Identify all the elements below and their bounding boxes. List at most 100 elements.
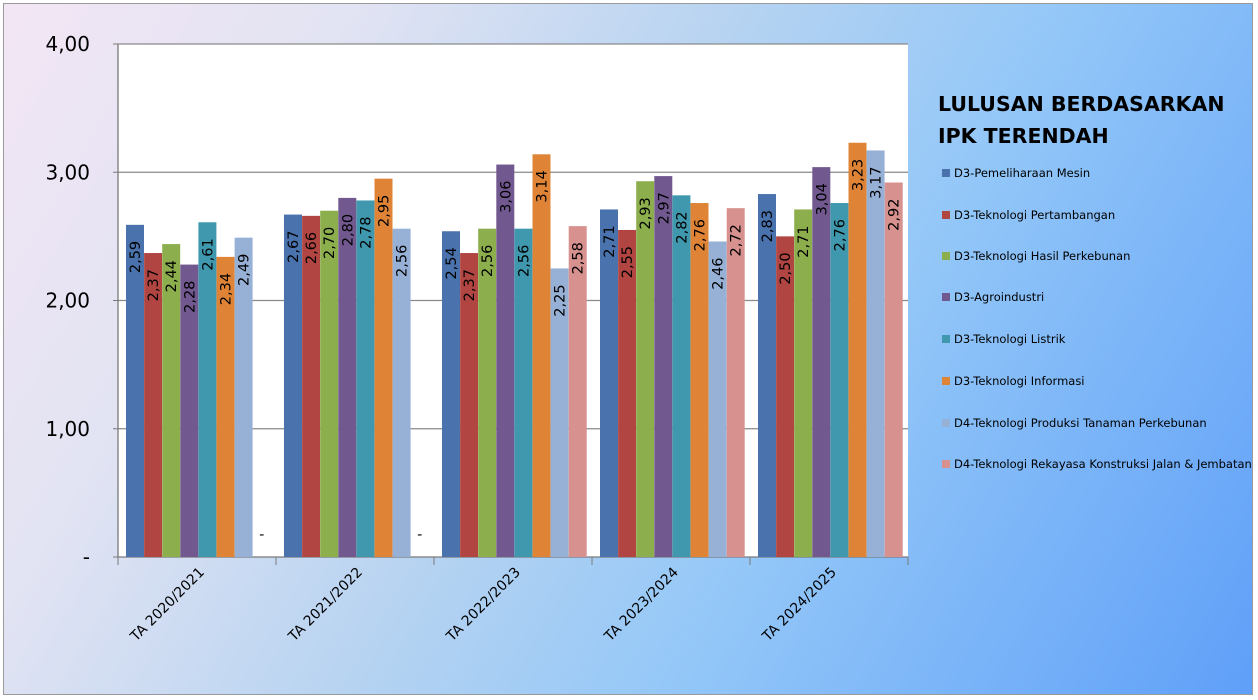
data-label: 2,58 [571, 242, 587, 274]
bar [618, 229, 637, 557]
data-label: 3,06 [498, 181, 514, 213]
bar [216, 256, 235, 557]
legend-item: D3-Agroindustri [942, 289, 1252, 305]
bar [478, 228, 497, 557]
bar [866, 150, 885, 557]
legend-item: D3-Teknologi Listrik [942, 331, 1252, 347]
legend-swatch [942, 419, 950, 427]
bar [198, 222, 217, 557]
x-tick-label: TA 2020/2021 [127, 565, 208, 646]
bar [496, 164, 515, 557]
chart-legend: LULUSAN BERDASARKAN IPK TERENDAH D3-Peme… [938, 88, 1258, 471]
legend-label: D3-Agroindustri [954, 290, 1045, 304]
y-tick-label: 2,00 [45, 289, 90, 313]
data-label: 2,70 [322, 227, 338, 259]
y-tick-label: - [83, 545, 90, 569]
legend-swatch [942, 169, 950, 177]
bar [690, 203, 709, 557]
data-label: 2,50 [778, 252, 794, 284]
bar [672, 195, 691, 557]
data-label: 2,97 [656, 192, 672, 224]
data-label: 2,54 [444, 247, 460, 279]
legend-swatch [942, 293, 950, 301]
data-label: 2,56 [516, 245, 532, 277]
bar [392, 228, 411, 557]
bar [180, 264, 199, 557]
data-label: 2,56 [395, 245, 411, 277]
bar [234, 237, 253, 557]
bar [600, 209, 618, 557]
data-label: 2,76 [693, 219, 709, 251]
data-label: 2,67 [286, 231, 302, 263]
data-label: 2,72 [729, 224, 745, 256]
bar [284, 214, 302, 557]
chart-frame: -1,00 2,00 3,00 4,00 2,59 2,37 2,44 2,28 2,61 2,3… [3, 3, 1253, 695]
legend-swatch [942, 252, 950, 260]
data-label: 2,92 [887, 199, 903, 231]
data-label: 2,28 [182, 281, 198, 313]
bar [320, 210, 339, 557]
data-label: 2,44 [164, 260, 180, 292]
data-label: 2,76 [832, 219, 848, 251]
bar [708, 241, 727, 557]
legend-label: D3-Teknologi Hasil Perkebunan [954, 249, 1131, 263]
data-label: 2,66 [304, 232, 320, 264]
legend-label: D3-Teknologi Informasi [954, 374, 1085, 388]
data-label: 3,17 [869, 166, 885, 198]
legend-item: D4-Teknologi Produksi Tanaman Perkebunan [942, 415, 1252, 431]
legend-item: D3-Teknologi Hasil Perkebunan [942, 248, 1252, 264]
data-label: 2,34 [219, 273, 235, 305]
data-label: 2,83 [760, 210, 776, 242]
legend-swatch [942, 335, 950, 343]
bar [514, 228, 533, 557]
bar [848, 142, 867, 557]
bar [442, 231, 460, 557]
legend-label: D3-Teknologi Pertambangan [954, 208, 1116, 222]
data-label: 2,56 [480, 245, 496, 277]
bar [654, 176, 673, 557]
bar [726, 208, 745, 557]
data-label: 3,14 [535, 170, 551, 202]
bar [338, 197, 357, 557]
legend-item: D4-Teknologi Rekayasa Konstruksi Jalan &… [942, 456, 1252, 472]
bar [550, 268, 569, 557]
data-label: 2,82 [674, 211, 690, 243]
data-label: 2,37 [462, 269, 478, 301]
data-label: 2,80 [340, 214, 356, 246]
x-tick-label: TA 2023/2024 [601, 564, 682, 645]
data-label: 3,04 [814, 183, 830, 215]
x-tick-label: TA 2022/2023 [443, 565, 524, 646]
data-label: 3,23 [851, 159, 867, 191]
y-tick-label: 3,00 [45, 160, 90, 184]
bar [884, 182, 903, 557]
chart-title: LULUSAN BERDASARKAN IPK TERENDAH [938, 92, 1225, 148]
bar [776, 236, 795, 557]
y-tick-label: 1,00 [45, 417, 90, 441]
bar [460, 253, 479, 558]
bar [126, 224, 144, 557]
data-label: 2,95 [377, 195, 393, 227]
bar [794, 209, 813, 557]
data-label: 2,59 [128, 241, 144, 273]
bar [636, 181, 655, 558]
data-label: 2,93 [638, 197, 654, 229]
legend-label: D3-Pemeliharaan Mesin [954, 166, 1091, 180]
bar [812, 167, 831, 557]
data-label: 2,71 [796, 225, 812, 257]
data-label: 2,49 [237, 254, 253, 286]
legend-swatch [942, 460, 950, 468]
data-label: 2,46 [711, 258, 727, 290]
bar-chart: -1,002,003,004,002,592,37 2,442,282,612,3… [45, 32, 909, 646]
bar [830, 203, 849, 557]
data-label: 2,37 [146, 269, 162, 301]
legend-swatch [942, 377, 950, 385]
legend-label: D4-Teknologi Rekayasa Konstruksi Jalan &… [954, 457, 1252, 471]
bar [532, 154, 551, 558]
x-tick-label: TA 2021/2022 [285, 565, 366, 646]
data-label: 2,71 [602, 225, 618, 257]
bar [162, 244, 181, 557]
legend-item: D3-Pemeliharaan Mesin [942, 165, 1252, 181]
data-label: 2,55 [620, 246, 636, 278]
data-label: 2,78 [358, 216, 374, 248]
legend-label: D4-Teknologi Produksi Tanaman Perkebunan [954, 416, 1207, 430]
